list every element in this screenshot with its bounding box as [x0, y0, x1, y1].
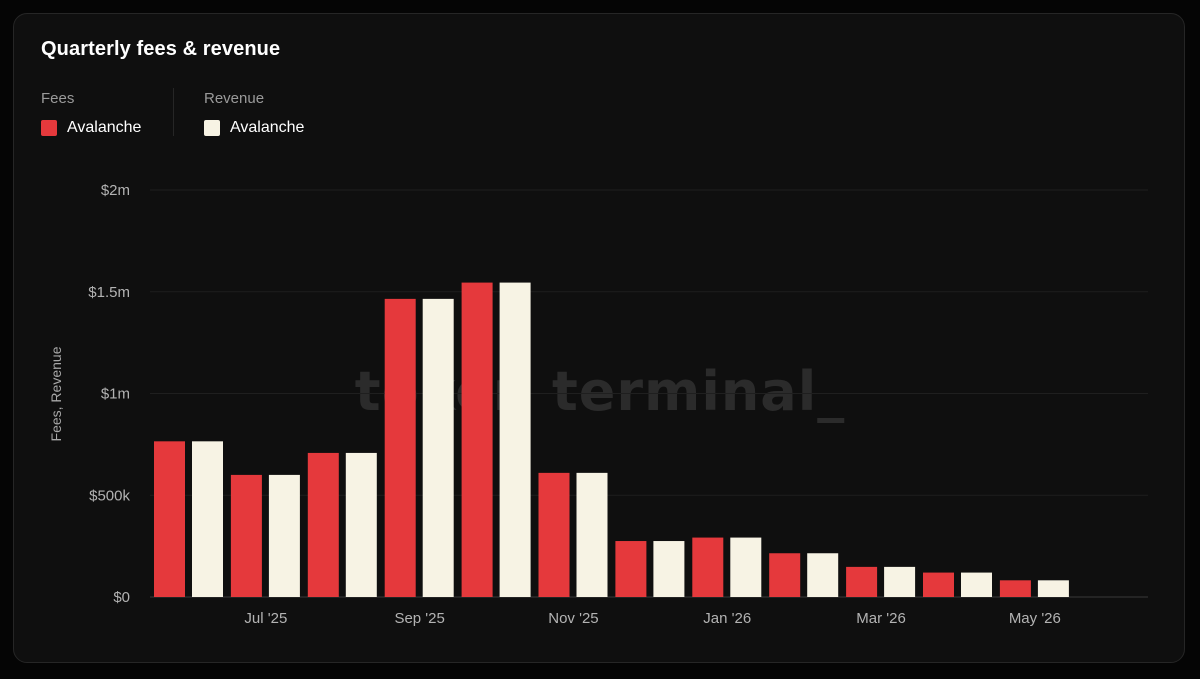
legend-swatch-fees [41, 120, 57, 136]
y-tick-label: $1.5m [88, 284, 130, 301]
x-tick-label: May '26 [1009, 610, 1061, 627]
bar-revenue[interactable] [961, 572, 992, 597]
bar-revenue[interactable] [807, 553, 839, 597]
y-tick-label: $0 [113, 589, 130, 606]
bar-revenue[interactable] [730, 537, 762, 597]
bar-revenue[interactable] [1037, 580, 1069, 597]
x-tick-label: Jul '25 [244, 610, 287, 627]
bar-revenue[interactable] [192, 441, 223, 597]
bar-fees[interactable] [307, 452, 339, 597]
bar-fees[interactable] [692, 537, 724, 597]
x-axis-ticks: Jul '25 Sep '25 Nov '25 Jan '26 Mar '26 May '… [244, 610, 1060, 627]
legend-item-fees-avalanche[interactable]: Avalanche [41, 119, 141, 137]
bar-fees[interactable] [384, 298, 416, 597]
legend-item-revenue-avalanche[interactable]: Avalanche [204, 119, 304, 137]
y-tick-label: $500k [89, 487, 130, 504]
legend-label-revenue: Avalanche [230, 119, 305, 136]
bar-fees[interactable] [846, 566, 878, 597]
legend-group-revenue: Revenue Avalanche [204, 90, 304, 137]
bar-revenue[interactable] [499, 282, 531, 597]
bar-fees[interactable] [769, 553, 801, 597]
y-tick-label: $2m [101, 182, 130, 199]
bar-revenue[interactable] [884, 566, 916, 597]
bar-revenue[interactable] [576, 472, 608, 597]
x-tick-label: Sep '25 [394, 610, 444, 627]
bar-fees[interactable] [538, 472, 570, 597]
bars [154, 282, 1069, 597]
x-tick-label: Mar '26 [856, 610, 906, 627]
legend-label-fees: Avalanche [67, 119, 142, 136]
chart-title: Quarterly fees & revenue [41, 38, 281, 60]
bar-revenue[interactable] [653, 541, 685, 597]
legend-swatch-revenue [204, 120, 220, 136]
y-axis-label: Fees, Revenue [48, 346, 64, 441]
bar-fees[interactable] [461, 282, 493, 597]
bar-fees[interactable] [999, 580, 1031, 597]
bar-revenue[interactable] [422, 298, 454, 597]
legend-divider [173, 88, 174, 136]
legend-group-fees: Fees Avalanche [41, 90, 141, 137]
bar-fees[interactable] [615, 541, 647, 597]
y-axis-ticks: $0 $500k $1m $1.5m $2m [88, 182, 130, 606]
y-tick-label: $1m [101, 386, 130, 403]
x-tick-label: Jan '26 [703, 610, 751, 627]
legend-group-title-fees: Fees [41, 90, 75, 107]
bar-revenue[interactable] [268, 474, 300, 597]
bar-fees[interactable] [230, 474, 262, 597]
bar-fees[interactable] [923, 572, 954, 597]
x-tick-label: Nov '25 [548, 610, 598, 627]
bar-revenue[interactable] [345, 452, 377, 597]
bar-fees[interactable] [154, 441, 185, 597]
legend-group-title-revenue: Revenue [204, 90, 265, 107]
